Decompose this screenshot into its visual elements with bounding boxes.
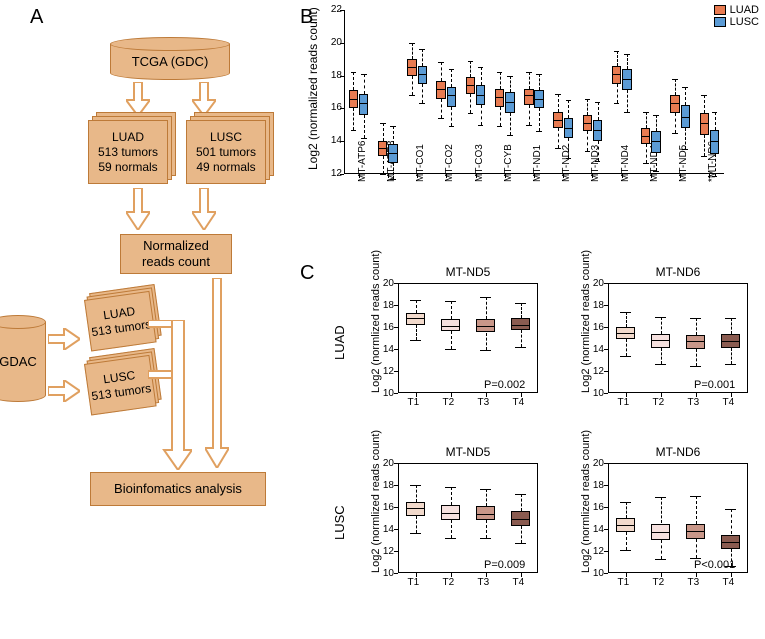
mini-chart: MT-ND5101214161820Log2 (normlized reads … (350, 265, 545, 430)
mini-chart: MT-ND6101214161820Log2 (normlized reads … (560, 445, 755, 610)
bioinf-box: Bioinfomatics analysis (90, 472, 266, 506)
mini-chart: MT-ND5101214161820Log2 (normlized reads … (350, 445, 545, 610)
gdac-luad-line2: 513 tumors (91, 317, 153, 340)
mini-title: MT-ND6 (608, 265, 748, 279)
panel-c-grid: MT-ND5101214161820Log2 (normlized reads … (320, 265, 765, 635)
arrow-icon (148, 320, 192, 470)
legend-luad: LUAD (730, 4, 759, 16)
arrow-icon (126, 82, 150, 116)
p-value: P=0.002 (484, 379, 525, 391)
tcga-cylinder: TCGA (GDC) (110, 44, 230, 80)
arrow-icon (48, 328, 80, 350)
mini-chart: MT-ND6101214161820Log2 (normlized reads … (560, 265, 755, 430)
arrow-icon (48, 380, 80, 402)
mini-title: MT-ND5 (398, 445, 538, 459)
arrow-icon (192, 82, 216, 116)
arrow-icon (192, 188, 216, 230)
normalized-box: Normalizedreads count (120, 234, 232, 274)
mini-title: MT-ND6 (608, 445, 748, 459)
luad-line2: 513 tumors (98, 145, 158, 160)
luad-line3: 59 normals (98, 160, 157, 175)
gdac-label: GDAC (0, 354, 37, 369)
arrow-icon (126, 188, 150, 230)
arrow-icon (205, 278, 229, 468)
gdac-cylinder: GDAC (0, 322, 46, 402)
panel-b-legend: LUAD LUSC (714, 4, 759, 28)
lusc-line2: 501 tumors (196, 145, 256, 160)
lusc-line1: LUSC (210, 130, 242, 145)
panel-b-ylabel: Log2 (normalized reads count) (306, 7, 320, 170)
row-label: LUAD (332, 325, 347, 360)
normalized-label: Normalizedreads count (142, 238, 210, 269)
gdac-lusc-line2: 513 tumors (91, 381, 153, 404)
panel-b-chart: Log2 (normalized reads count) 1214161820… (310, 0, 765, 260)
luad-line1: LUAD (112, 130, 144, 145)
row-label: LUSC (332, 505, 347, 540)
panel-a-flowchart: TCGA (GDC) LUAD 513 tumors 59 normals LU… (0, 20, 300, 620)
tcga-label: TCGA (GDC) (132, 54, 209, 69)
p-value: P<0.001 (694, 559, 735, 571)
p-value: P=0.009 (484, 559, 525, 571)
mini-title: MT-ND5 (398, 265, 538, 279)
bioinf-label: Bioinfomatics analysis (114, 481, 242, 497)
p-value: P=0.001 (694, 379, 735, 391)
panel-c-label: C (300, 262, 314, 285)
lusc-line3: 49 normals (196, 160, 255, 175)
legend-lusc: LUSC (730, 16, 759, 28)
